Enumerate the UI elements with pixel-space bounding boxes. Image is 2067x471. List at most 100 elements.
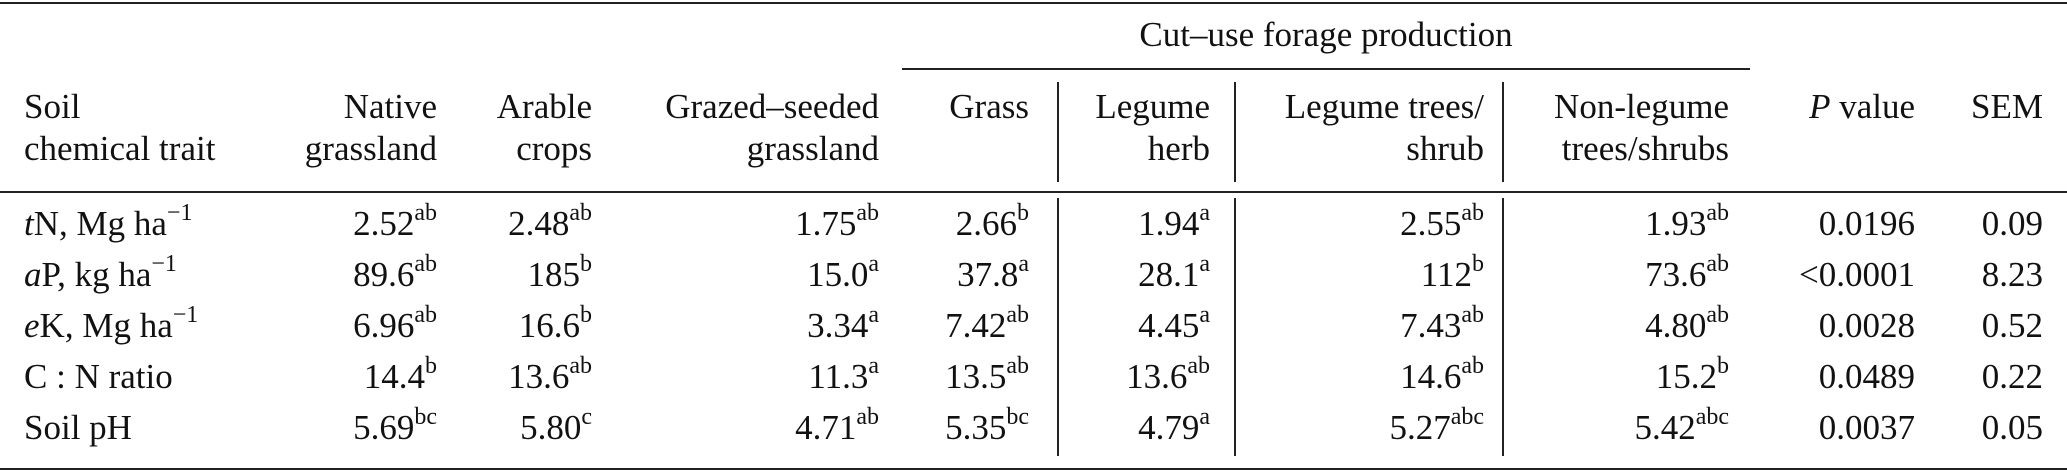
- header-rule: [0, 191, 2067, 193]
- significance-letter: a: [1199, 200, 1210, 227]
- significance-letter: a: [868, 302, 879, 329]
- cell-value: 7.42: [945, 306, 1007, 345]
- sem-cell: 0.05: [1981, 408, 2043, 447]
- value-cell-nonleg: 4.80ab: [1645, 300, 1729, 351]
- table-row: Soil pH 5.69bc 5.80c 4.71ab 5.35bc 4.79a 5.27a…: [0, 402, 2067, 453]
- value-cell-legtree: 14.6ab: [1400, 351, 1484, 402]
- value-cell-grass: 5.35bc: [945, 402, 1029, 453]
- value-cell-grazed: 15.0a: [807, 249, 879, 300]
- value-cell-grazed: 1.75ab: [795, 198, 879, 249]
- cell-value: 37.8: [957, 255, 1019, 294]
- value-cell-grass: 7.42ab: [945, 300, 1029, 351]
- significance-letter: b: [1472, 251, 1484, 278]
- cell-value: 7.43: [1400, 306, 1462, 345]
- header-arable: Arable crops: [496, 87, 592, 168]
- trait-cell: eK, Mg ha−1: [24, 300, 198, 351]
- trait-unit-exponent: −1: [166, 200, 193, 227]
- header-trait: Soil chemical trait: [24, 87, 216, 168]
- significance-letter: ab: [414, 302, 437, 329]
- value-cell-nonleg: 1.93ab: [1645, 198, 1729, 249]
- significance-letter: ab: [1706, 302, 1729, 329]
- value-cell-nonleg: 15.2b: [1656, 351, 1729, 402]
- group-underline: [902, 68, 1750, 70]
- cell-value: 5.42: [1634, 408, 1696, 447]
- significance-letter: c: [581, 404, 592, 431]
- significance-letter: ab: [1461, 353, 1484, 380]
- cell-value: 4.71: [795, 408, 857, 447]
- value-cell-grass: 2.66b: [956, 198, 1029, 249]
- value-cell-legtree: 5.27abc: [1389, 402, 1484, 453]
- cell-value: 6.96: [353, 306, 415, 345]
- significance-letter: ab: [856, 404, 879, 431]
- cell-value: 112: [1420, 255, 1472, 294]
- cell-value: 4.45: [1138, 306, 1200, 345]
- significance-letter: abc: [1450, 404, 1484, 431]
- trait-unit-exponent: −1: [151, 251, 177, 278]
- value-cell-arable: 185b: [528, 249, 593, 300]
- sem-cell: 0.52: [1981, 306, 2043, 345]
- sem-cell: 8.23: [1981, 255, 2043, 294]
- cell-value: 14.6: [1400, 357, 1462, 396]
- value-cell-grazed: 4.71ab: [795, 402, 879, 453]
- header-p-value: P value: [1809, 87, 1915, 126]
- table-row: eK, Mg ha−1 6.96ab 16.6b 3.34a 7.42ab 4.45a 7.…: [0, 300, 2067, 351]
- significance-letter: ab: [569, 353, 592, 380]
- value-cell-arable: 5.80c: [520, 402, 592, 453]
- cell-value: 1.94: [1138, 204, 1200, 243]
- value-cell-nonleg: 5.42abc: [1634, 402, 1729, 453]
- header-grazed: Grazed–seeded grassland: [665, 87, 879, 168]
- significance-letter: ab: [856, 200, 879, 227]
- p-value-cell: 0.0028: [1818, 306, 1915, 345]
- header-native: Native grassland: [304, 87, 437, 168]
- vsep-1b: [1057, 198, 1059, 456]
- value-cell-arable: 13.6ab: [508, 351, 592, 402]
- significance-letter: abc: [1695, 404, 1729, 431]
- group-header: Cut–use forage production: [1139, 15, 1513, 54]
- trait-label: K, Mg ha: [39, 306, 173, 345]
- value-cell-grass: 13.5ab: [945, 351, 1029, 402]
- vsep-2: [1234, 82, 1236, 182]
- trait-italic: t: [24, 204, 34, 243]
- value-cell-legherb: 1.94a: [1138, 198, 1210, 249]
- p-value-cell: 0.0489: [1818, 357, 1915, 396]
- cell-value: 15.2: [1655, 357, 1717, 396]
- significance-letter: bc: [414, 404, 437, 431]
- significance-letter: b: [1017, 200, 1029, 227]
- value-cell-legtree: 2.55ab: [1400, 198, 1484, 249]
- value-cell-native: 2.52ab: [353, 198, 437, 249]
- cell-value: 2.48: [508, 204, 570, 243]
- trait-label: N, Mg ha: [33, 204, 167, 243]
- significance-letter: bc: [1006, 404, 1029, 431]
- cell-value: 185: [527, 255, 581, 294]
- vsep-1: [1057, 82, 1059, 182]
- cell-value: 13.6: [508, 357, 570, 396]
- header-sem: SEM: [1971, 87, 2043, 126]
- significance-letter: ab: [1706, 200, 1729, 227]
- significance-letter: ab: [569, 200, 592, 227]
- trait-cell: tN, Mg ha−1: [24, 198, 192, 249]
- cell-value: 1.75: [795, 204, 857, 243]
- cell-value: 14.4: [363, 357, 425, 396]
- significance-letter: b: [1717, 353, 1729, 380]
- bottom-rule: [0, 468, 2067, 470]
- trait-italic: a: [24, 255, 42, 294]
- significance-letter: a: [1199, 302, 1210, 329]
- cell-value: 3.34: [807, 306, 869, 345]
- cell-value: 5.27: [1389, 408, 1451, 447]
- significance-letter: b: [425, 353, 437, 380]
- significance-letter: a: [1199, 251, 1210, 278]
- significance-letter: ab: [1461, 302, 1484, 329]
- trait-cell: Soil pH: [24, 402, 132, 453]
- value-cell-legherb: 4.79a: [1138, 402, 1210, 453]
- cell-value: 13.6: [1126, 357, 1188, 396]
- cell-value: 11.3: [808, 357, 869, 396]
- header-legume-herb: Legume herb: [1095, 87, 1210, 168]
- significance-letter: a: [868, 251, 879, 278]
- cell-value: 2.66: [955, 204, 1017, 243]
- column-headers: Soil chemical trait Native grassland Ara…: [0, 86, 2067, 186]
- significance-letter: ab: [1006, 353, 1029, 380]
- cell-value: 16.6: [518, 306, 580, 345]
- cell-value: 4.79: [1138, 408, 1200, 447]
- cell-value: 5.69: [353, 408, 415, 447]
